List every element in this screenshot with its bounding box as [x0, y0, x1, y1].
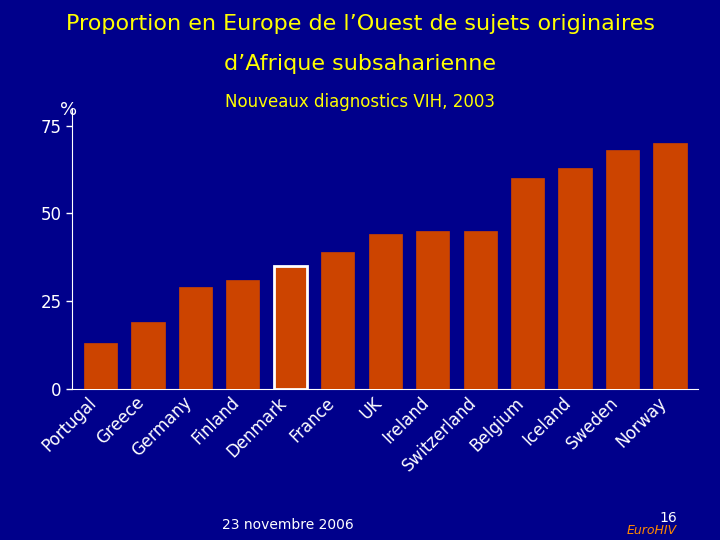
Bar — [416, 231, 449, 389]
Bar — [369, 234, 402, 389]
Bar — [606, 150, 639, 389]
Text: 23 novembre 2006: 23 novembre 2006 — [222, 518, 354, 532]
Bar — [321, 252, 354, 389]
Bar — [131, 322, 165, 389]
Text: Proportion en Europe de l’Ouest de sujets originaires: Proportion en Europe de l’Ouest de sujet… — [66, 14, 654, 33]
Bar — [274, 266, 307, 389]
Text: EuroHIV: EuroHIV — [626, 524, 677, 537]
Bar — [226, 280, 259, 389]
Bar — [179, 287, 212, 389]
Text: 16: 16 — [659, 511, 677, 525]
Text: %: % — [60, 100, 77, 118]
Text: d’Afrique subsaharienne: d’Afrique subsaharienne — [224, 54, 496, 74]
Bar — [84, 343, 117, 389]
Bar — [559, 167, 592, 389]
Bar — [653, 143, 687, 389]
Bar — [511, 178, 544, 389]
Bar — [464, 231, 497, 389]
Text: Nouveaux diagnostics VIH, 2003: Nouveaux diagnostics VIH, 2003 — [225, 93, 495, 111]
